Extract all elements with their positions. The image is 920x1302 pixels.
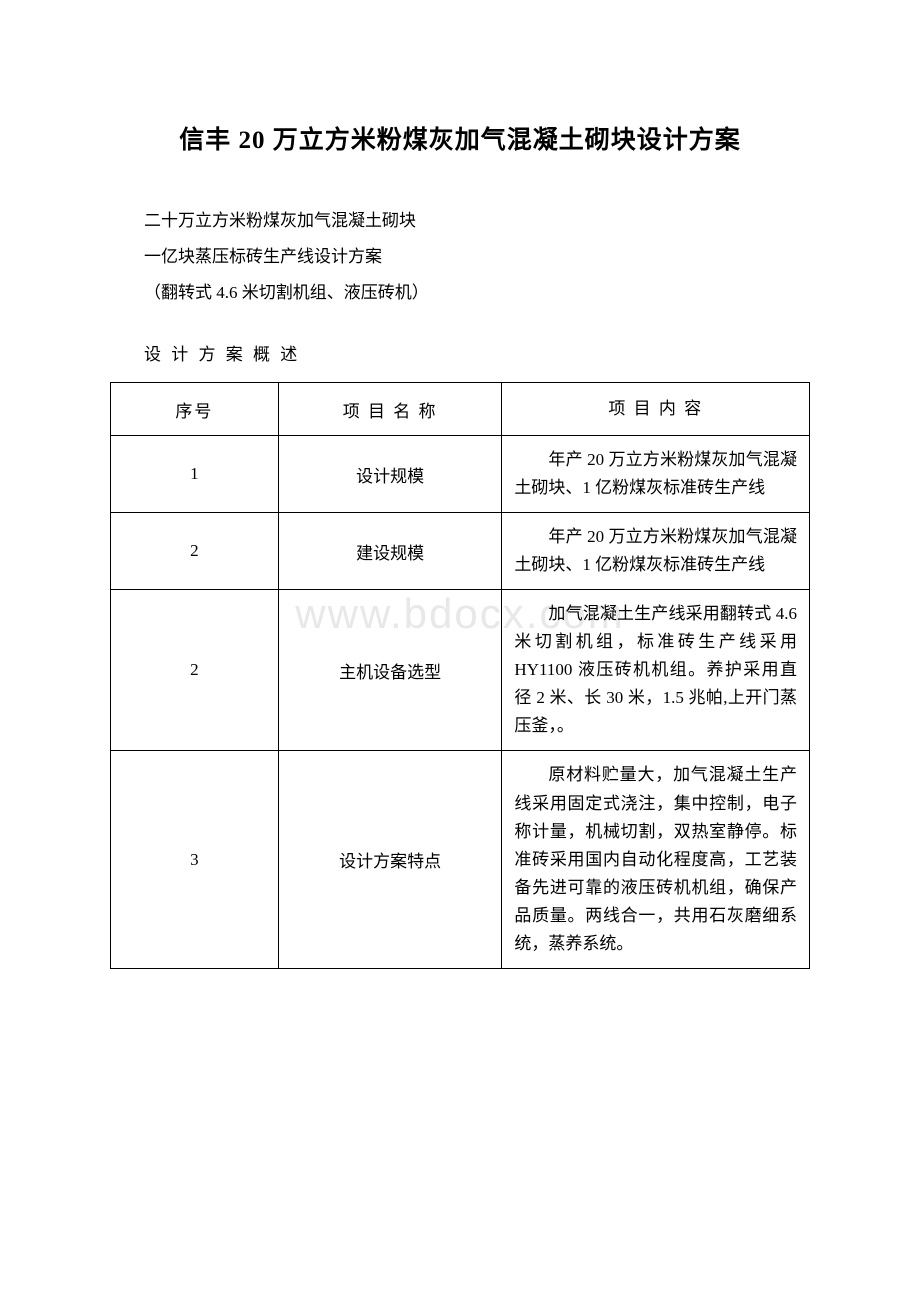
document-content: 信丰 20 万立方米粉煤灰加气混凝土砌块设计方案 二十万立方米粉煤灰加气混凝土砌… (110, 120, 810, 969)
intro-line-3: （翻转式 4.6 米切割机组、液压砖机） (110, 276, 810, 310)
cell-name: 建设规模 (278, 513, 502, 590)
table-row: 2 主机设备选型 加气混凝土生产线采用翻转式 4.6 米切割机组，标准砖生产线采… (111, 590, 810, 751)
overview-table: 序号 项 目 名 称 项 目 内 容 1 设计规模 年产 20 万立方米粉煤灰加… (110, 382, 810, 969)
cell-name: 设计规模 (278, 436, 502, 513)
section-heading: 设 计 方 案 概 述 (110, 338, 810, 372)
cell-seq: 2 (111, 590, 279, 751)
table-row: 3 设计方案特点 原材料贮量大，加气混凝土生产线采用固定式浇注，集中控制，电子称… (111, 751, 810, 968)
cell-content: 加气混凝土生产线采用翻转式 4.6 米切割机组，标准砖生产线采用 HY1100 … (502, 590, 810, 751)
table-row: 1 设计规模 年产 20 万立方米粉煤灰加气混凝土砌块、1 亿粉煤灰标准砖生产线 (111, 436, 810, 513)
document-title: 信丰 20 万立方米粉煤灰加气混凝土砌块设计方案 (110, 120, 810, 156)
table-row: 2 建设规模 年产 20 万立方米粉煤灰加气混凝土砌块、1 亿粉煤灰标准砖生产线 (111, 513, 810, 590)
header-seq: 序号 (111, 383, 279, 436)
header-name: 项 目 名 称 (278, 383, 502, 436)
cell-content: 年产 20 万立方米粉煤灰加气混凝土砌块、1 亿粉煤灰标准砖生产线 (502, 513, 810, 590)
cell-name: 设计方案特点 (278, 751, 502, 968)
intro-line-2: 一亿块蒸压标砖生产线设计方案 (110, 240, 810, 274)
cell-content: 年产 20 万立方米粉煤灰加气混凝土砌块、1 亿粉煤灰标准砖生产线 (502, 436, 810, 513)
cell-name: 主机设备选型 (278, 590, 502, 751)
header-content: 项 目 内 容 (502, 383, 810, 436)
cell-seq: 1 (111, 436, 279, 513)
cell-seq: 3 (111, 751, 279, 968)
cell-seq: 2 (111, 513, 279, 590)
cell-content: 原材料贮量大，加气混凝土生产线采用固定式浇注，集中控制，电子称计量，机械切割，双… (502, 751, 810, 968)
intro-line-1: 二十万立方米粉煤灰加气混凝土砌块 (110, 204, 810, 238)
table-header-row: 序号 项 目 名 称 项 目 内 容 (111, 383, 810, 436)
